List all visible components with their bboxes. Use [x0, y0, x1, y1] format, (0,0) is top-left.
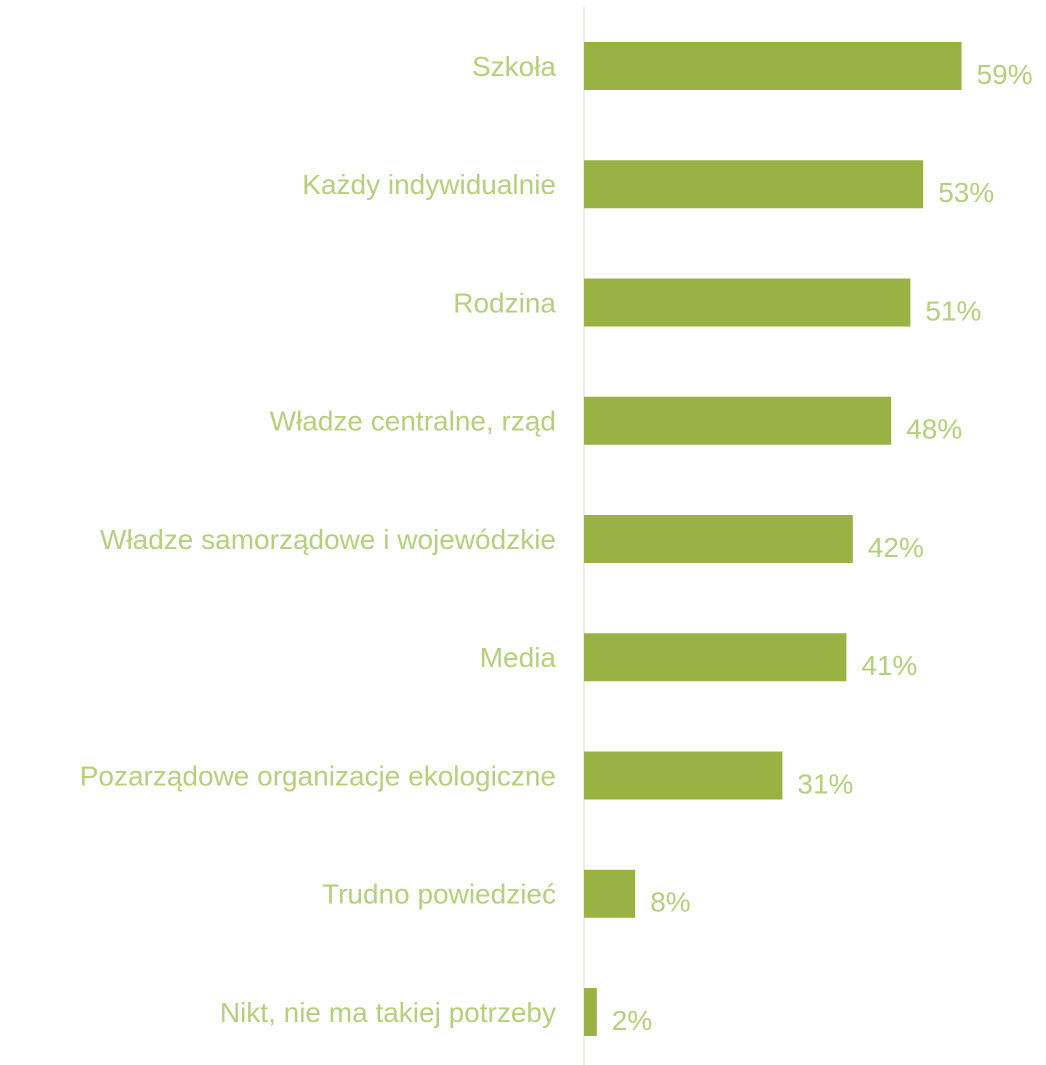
value-label-1: 53%	[938, 177, 994, 208]
bar-7	[584, 869, 636, 918]
bar-5	[584, 633, 847, 682]
category-label-0: Szkoła	[472, 51, 556, 82]
category-label-5: Media	[480, 642, 557, 673]
bar-2	[584, 278, 911, 327]
category-label-1: Każdy indywidualnie	[302, 169, 556, 200]
bar-4	[584, 515, 853, 563]
bar-8	[584, 988, 597, 1036]
value-label-2: 51%	[925, 295, 981, 326]
category-labels-group: Szkoła Każdy indywidualnie Rodzina Władze c…	[80, 51, 557, 1028]
category-label-4: Władze samorządowe i wojewódzkie	[100, 524, 556, 555]
bars-group	[584, 42, 962, 1036]
value-labels-group: 59% 53% 51% 48% 42% 41% 31% 8% 2%	[612, 59, 1033, 1036]
bar-1	[584, 160, 924, 209]
value-label-4: 42%	[868, 532, 924, 563]
category-label-7: Trudno powiedzieć	[322, 879, 556, 910]
category-label-3: Władze centralne, rząd	[270, 406, 556, 437]
bar-6	[584, 751, 783, 800]
value-label-5: 41%	[861, 650, 917, 681]
value-label-8: 2%	[612, 1005, 652, 1036]
category-label-8: Nikt, nie ma takiej potrzeby	[220, 997, 556, 1028]
value-label-0: 59%	[977, 59, 1033, 90]
bar-0	[584, 42, 962, 90]
category-label-6: Pozarządowe organizacje ekologiczne	[80, 760, 556, 791]
value-label-6: 31%	[797, 768, 853, 799]
value-label-3: 48%	[906, 414, 962, 445]
category-label-2: Rodzina	[453, 287, 556, 318]
bar-3	[584, 396, 892, 445]
value-label-7: 8%	[650, 887, 690, 918]
